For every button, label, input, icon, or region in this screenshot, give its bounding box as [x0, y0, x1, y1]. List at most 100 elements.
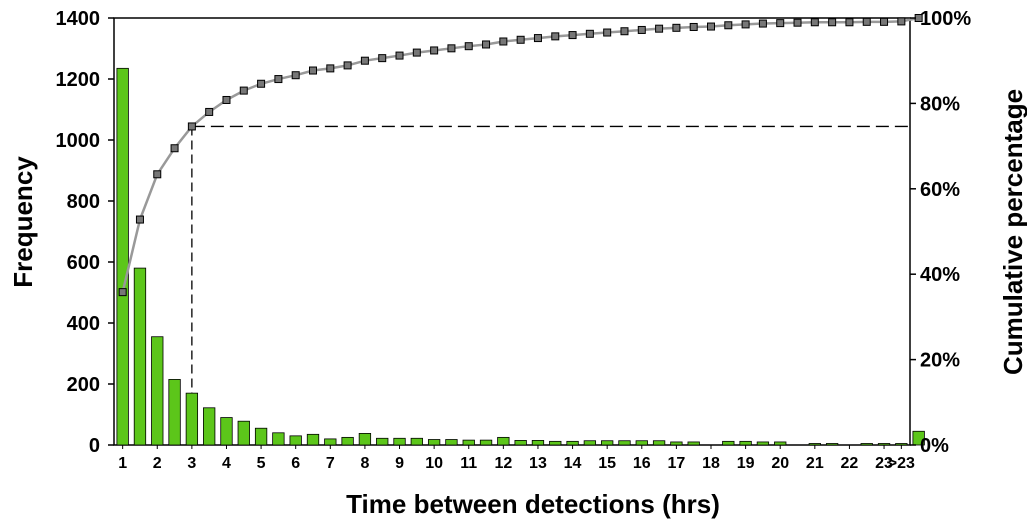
- bar: [618, 440, 631, 446]
- bar: [185, 392, 199, 446]
- cumulative-point: [412, 48, 421, 57]
- frequency-bars: [116, 67, 925, 446]
- x-tick-label: 13: [529, 455, 547, 472]
- y-axis-label: Frequency: [8, 156, 38, 288]
- cumulative-point: [309, 66, 317, 75]
- right-axis-ticks: 0% 20% 40% 60% 80% 100%: [910, 8, 971, 457]
- x-tick-label: 22: [841, 455, 859, 472]
- x-tick-label: 18: [702, 455, 720, 472]
- cumulative-point: [447, 44, 456, 53]
- bar: [341, 436, 354, 446]
- cumulative-point: [845, 18, 854, 27]
- cumulative-point: [430, 46, 439, 55]
- cumulative-point: [776, 19, 785, 28]
- bar: [168, 379, 181, 446]
- y2-tick-label: 40%: [920, 264, 960, 286]
- cumulative-point: [724, 21, 733, 30]
- cumulative-point: [689, 22, 698, 31]
- y-tick-label: 200: [67, 374, 100, 396]
- bar: [427, 439, 441, 446]
- x-tick-label: 8: [360, 455, 369, 472]
- x-tick-label: 5: [257, 455, 266, 472]
- x-tick-label: 1: [118, 455, 127, 472]
- cumulative-point: [568, 31, 577, 40]
- y-tick-label: 1400: [56, 8, 101, 30]
- bar: [479, 439, 493, 446]
- bar: [808, 443, 821, 446]
- cumulative-point: [205, 107, 214, 116]
- cumulative-point: [464, 42, 473, 51]
- reference-lines: [191, 125, 910, 445]
- y-tick-label: 800: [67, 191, 100, 213]
- y2-tick-label: 100%: [920, 8, 971, 30]
- y2-tick-label: 20%: [920, 350, 960, 372]
- x-tick-label: 11: [460, 455, 477, 472]
- bar: [133, 267, 147, 446]
- cumulative-point: [533, 34, 542, 43]
- cumulative-point: [637, 25, 646, 34]
- cumulative-point: [343, 61, 352, 70]
- x-tick-label: 17: [667, 455, 685, 472]
- bar: [774, 441, 787, 446]
- bar: [531, 440, 545, 446]
- x-tick-label: 7: [326, 455, 335, 472]
- cumulative-point: [862, 17, 871, 26]
- cumulative-point: [880, 17, 889, 26]
- bar: [860, 443, 873, 446]
- bar: [583, 440, 597, 446]
- bar: [635, 440, 648, 446]
- y2-tick-label: 60%: [920, 179, 960, 201]
- bar: [497, 436, 510, 446]
- bar: [652, 440, 666, 446]
- y-tick-label: 600: [67, 252, 100, 274]
- cumulative-point: [118, 288, 127, 297]
- bar: [410, 437, 423, 446]
- y-tick-label: 1200: [56, 69, 101, 91]
- bar: [306, 433, 320, 446]
- cumulative-point: [551, 32, 560, 41]
- cumulative-point: [810, 18, 819, 27]
- y-tick-label: 0: [89, 435, 100, 457]
- cumulative-point: [378, 54, 387, 63]
- x-tick-label: 4: [222, 455, 231, 472]
- cumulative-point: [793, 18, 802, 27]
- cumulative-point: [153, 170, 162, 179]
- bar: [756, 441, 770, 446]
- x-tick-label: 20: [771, 455, 789, 472]
- cumulative-point: [741, 20, 750, 29]
- x-tick-label: 6: [291, 455, 300, 472]
- y2-axis-label: Cumulative percentage: [998, 89, 1027, 375]
- bar: [393, 437, 406, 446]
- bar: [877, 443, 891, 446]
- cumulative-point: [603, 28, 612, 37]
- cumulative-point: [274, 75, 283, 84]
- cumulative-point: [291, 71, 300, 80]
- x-tick-label: 23: [875, 455, 893, 472]
- bar: [220, 417, 233, 446]
- cumulative-point: [655, 24, 664, 33]
- bar: [566, 440, 579, 446]
- bar: [912, 430, 925, 446]
- cumulative-point: [395, 51, 404, 60]
- bar: [237, 420, 250, 446]
- x-axis-ticks: 1 2 3 4 5 6 7 8 9 10 11 12 13 14 15 16 17 18 19 20 21 22 23>23: [118, 445, 915, 472]
- bar: [825, 443, 839, 446]
- bar: [687, 441, 700, 446]
- bar: [151, 336, 164, 446]
- x-tick-label: 16: [633, 455, 651, 472]
- bar: [116, 67, 129, 446]
- x-tick-label: 3: [187, 455, 196, 472]
- cumulative-point: [758, 19, 767, 28]
- bar: [739, 440, 752, 446]
- bar: [376, 437, 389, 446]
- bar: [203, 407, 216, 446]
- bar: [895, 443, 908, 446]
- bar: [445, 439, 458, 446]
- bar: [272, 432, 285, 446]
- cumulative-line: [118, 14, 923, 297]
- bar: [722, 440, 735, 446]
- y2-tick-label: 0%: [920, 435, 949, 457]
- x-tick-label: 12: [494, 455, 512, 472]
- cumulative-point: [897, 17, 906, 26]
